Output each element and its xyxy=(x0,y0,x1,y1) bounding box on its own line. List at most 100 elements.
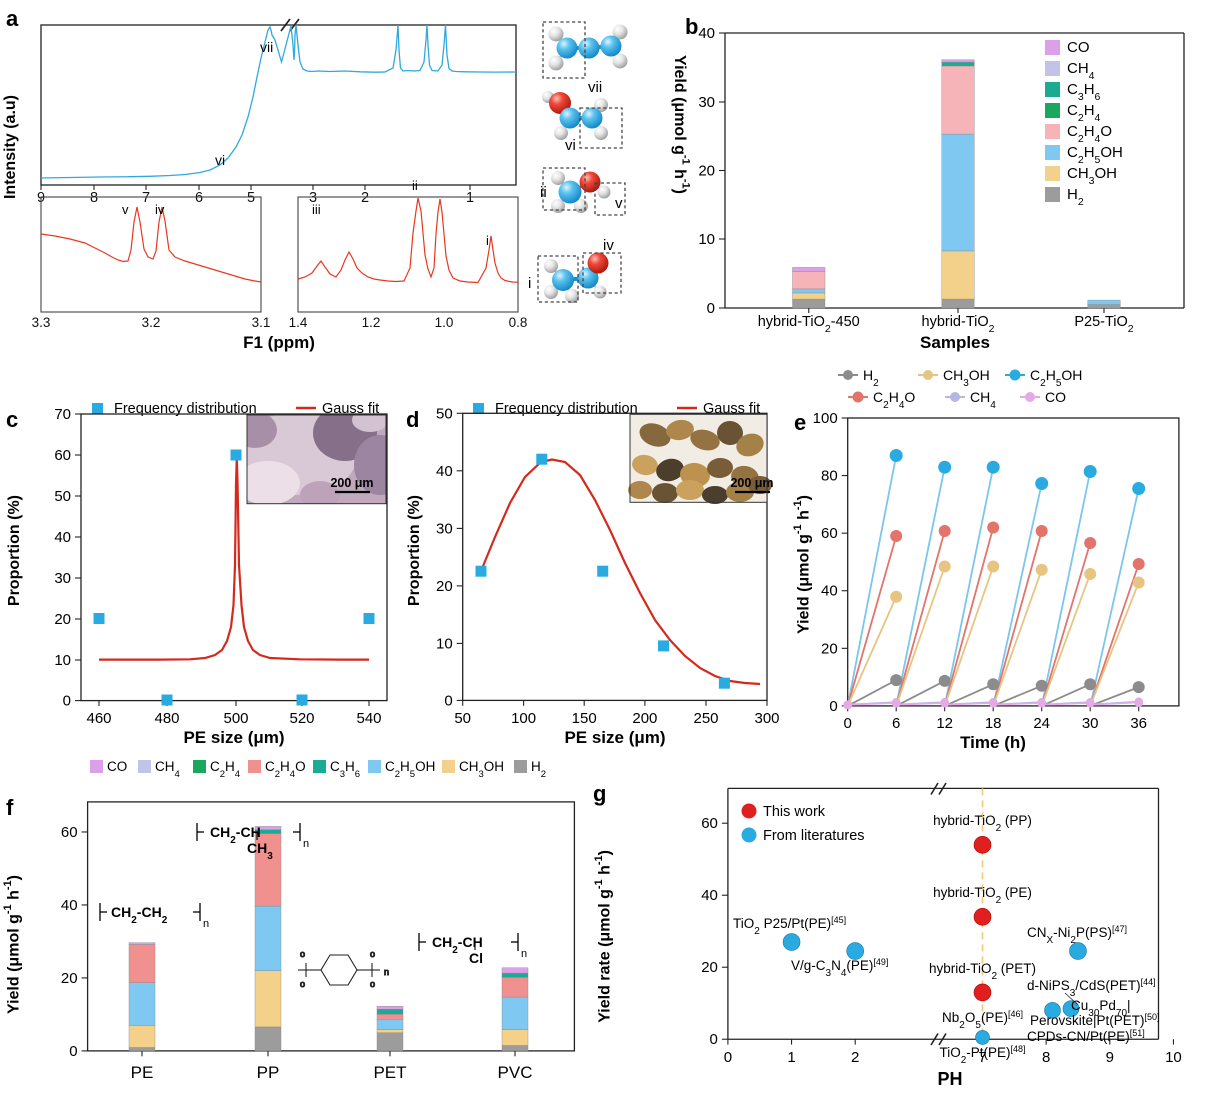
svg-text:i: i xyxy=(528,275,531,292)
svg-text:n: n xyxy=(384,967,389,977)
svg-text:PET: PET xyxy=(373,1063,406,1082)
svg-text:20: 20 xyxy=(436,578,453,595)
svg-text:o: o xyxy=(370,979,375,989)
svg-text:hybrid-TiO2-450: hybrid-TiO2-450 xyxy=(758,314,860,335)
svg-text:CH4: CH4 xyxy=(1067,60,1095,82)
svg-text:C2H4O: C2H4O xyxy=(873,389,915,411)
svg-text:9: 9 xyxy=(1106,1049,1114,1066)
svg-text:6: 6 xyxy=(892,715,900,732)
svg-text:10: 10 xyxy=(436,635,453,652)
svg-text:Cl: Cl xyxy=(469,950,483,966)
svg-text:200 μm: 200 μm xyxy=(330,476,373,490)
svg-text:0: 0 xyxy=(444,692,452,709)
svg-text:H2: H2 xyxy=(863,367,879,389)
svg-text:vii: vii xyxy=(588,79,602,96)
svg-text:This work: This work xyxy=(763,804,826,820)
svg-text:0: 0 xyxy=(844,715,852,732)
svg-text:200: 200 xyxy=(632,710,657,727)
svg-text:F1 (ppm): F1 (ppm) xyxy=(243,333,315,352)
svg-text:PVC: PVC xyxy=(498,1063,533,1082)
svg-text:iv: iv xyxy=(603,237,614,254)
svg-text:Perovskite|Pt(PET)[50]: Perovskite|Pt(PET)[50] xyxy=(1030,1012,1160,1028)
svg-text:H2: H2 xyxy=(531,759,546,780)
svg-text:CO: CO xyxy=(1067,39,1090,56)
svg-text:50: 50 xyxy=(54,488,71,505)
svg-text:C2H4O: C2H4O xyxy=(1067,123,1112,145)
svg-text:480: 480 xyxy=(154,710,179,727)
svg-text:C2H4: C2H4 xyxy=(1067,102,1101,124)
svg-text:CPDs-CN/Pt(PE)[51]: CPDs-CN/Pt(PE)[51] xyxy=(1027,1028,1145,1044)
svg-text:24: 24 xyxy=(1033,715,1050,732)
svg-text:300: 300 xyxy=(754,710,779,727)
svg-text:hybrid-TiO2: hybrid-TiO2 xyxy=(922,314,995,335)
svg-text:Samples: Samples xyxy=(920,333,990,352)
svg-text:20: 20 xyxy=(54,611,71,628)
svg-text:20: 20 xyxy=(701,959,718,976)
svg-text:30: 30 xyxy=(1082,715,1099,732)
svg-text:V/g-C3N4(PE)[49]: V/g-C3N4(PE)[49] xyxy=(791,957,888,979)
svg-text:From literatures: From literatures xyxy=(763,828,865,844)
svg-text:2: 2 xyxy=(851,1049,859,1066)
svg-text:60: 60 xyxy=(701,815,718,832)
svg-text:C2H4: C2H4 xyxy=(210,759,240,780)
svg-text:o: o xyxy=(370,949,375,959)
svg-text:CO: CO xyxy=(1045,389,1066,405)
svg-text:n: n xyxy=(203,918,209,930)
svg-text:100: 100 xyxy=(511,710,536,727)
svg-text:CO: CO xyxy=(107,759,127,774)
svg-text:60: 60 xyxy=(54,447,71,464)
svg-text:30: 30 xyxy=(436,520,453,537)
svg-text:P25-TiO2: P25-TiO2 xyxy=(1074,314,1133,335)
svg-text:H2: H2 xyxy=(1067,186,1084,208)
svg-text:0: 0 xyxy=(69,1043,77,1060)
svg-text:d-NiPS3/CdS(PET)[44]: d-NiPS3/CdS(PET)[44] xyxy=(1027,977,1156,999)
svg-text:C2H5OH: C2H5OH xyxy=(1030,367,1082,389)
svg-text:C3H6: C3H6 xyxy=(330,759,360,780)
svg-text:30: 30 xyxy=(698,94,715,111)
svg-text:20: 20 xyxy=(698,163,715,180)
svg-text:50: 50 xyxy=(436,405,453,422)
svg-text:40: 40 xyxy=(61,897,78,914)
svg-text:520: 520 xyxy=(289,710,314,727)
svg-text:70: 70 xyxy=(54,406,71,423)
svg-text:Nb2O5(PE)[46]: Nb2O5(PE)[46] xyxy=(942,1009,1023,1031)
svg-text:ii: ii xyxy=(540,184,547,201)
svg-text:36: 36 xyxy=(1130,715,1147,732)
svg-text:0: 0 xyxy=(829,698,837,715)
svg-text:150: 150 xyxy=(572,710,597,727)
svg-text:0: 0 xyxy=(724,1049,732,1066)
svg-text:10: 10 xyxy=(698,231,715,248)
svg-text:0: 0 xyxy=(710,1031,718,1048)
svg-text:hybrid-TiO2 (PET): hybrid-TiO2 (PET) xyxy=(929,961,1036,982)
svg-text:540: 540 xyxy=(356,710,381,727)
svg-text:40: 40 xyxy=(821,583,838,600)
svg-text:60: 60 xyxy=(61,824,78,841)
svg-text:vi: vi xyxy=(565,137,576,154)
svg-text:30: 30 xyxy=(54,570,71,587)
svg-text:20: 20 xyxy=(821,640,838,657)
svg-text:n: n xyxy=(303,838,309,850)
svg-text:o: o xyxy=(300,949,305,959)
svg-text:20: 20 xyxy=(61,970,78,987)
svg-text:8: 8 xyxy=(1042,1049,1050,1066)
svg-text:1: 1 xyxy=(787,1049,795,1066)
svg-text:TiO2 P25/Pt(PE)[45]: TiO2 P25/Pt(PE)[45] xyxy=(733,915,846,937)
svg-text:12: 12 xyxy=(936,715,953,732)
svg-text:o: o xyxy=(300,979,305,989)
svg-text:C2H4O: C2H4O xyxy=(265,759,306,780)
svg-text:C3H6: C3H6 xyxy=(1067,81,1101,103)
svg-text:80: 80 xyxy=(821,468,838,485)
svg-text:10: 10 xyxy=(1165,1049,1182,1066)
svg-text:0: 0 xyxy=(707,300,715,317)
svg-text:CH3OH: CH3OH xyxy=(459,759,504,780)
svg-text:CH4: CH4 xyxy=(155,759,180,780)
svg-text:60: 60 xyxy=(821,525,838,542)
svg-text:40: 40 xyxy=(436,463,453,480)
svg-text:Frequency distribution: Frequency distribution xyxy=(495,401,638,417)
svg-text:0: 0 xyxy=(63,693,71,710)
svg-text:CH4: CH4 xyxy=(970,389,996,411)
svg-text:CH3OH: CH3OH xyxy=(1067,165,1117,187)
svg-text:n: n xyxy=(521,948,527,960)
svg-text:500: 500 xyxy=(223,710,248,727)
svg-text:CNX-Ni2P(PS)[47]: CNX-Ni2P(PS)[47] xyxy=(1027,924,1127,946)
